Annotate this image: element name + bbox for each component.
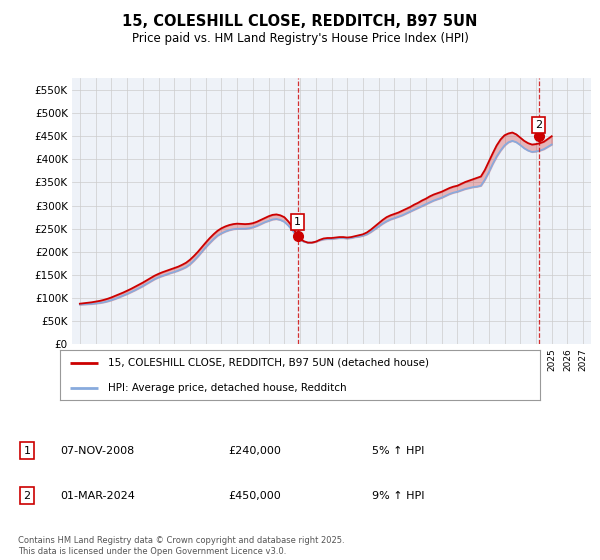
Text: £450,000: £450,000	[228, 491, 281, 501]
Text: Contains HM Land Registry data © Crown copyright and database right 2025.
This d: Contains HM Land Registry data © Crown c…	[18, 536, 344, 556]
Text: 1: 1	[23, 446, 31, 456]
Text: 01-MAR-2024: 01-MAR-2024	[60, 491, 135, 501]
Text: 2: 2	[23, 491, 31, 501]
Text: 9% ↑ HPI: 9% ↑ HPI	[372, 491, 425, 501]
Text: 15, COLESHILL CLOSE, REDDITCH, B97 5UN: 15, COLESHILL CLOSE, REDDITCH, B97 5UN	[122, 14, 478, 29]
Text: 15, COLESHILL CLOSE, REDDITCH, B97 5UN (detached house): 15, COLESHILL CLOSE, REDDITCH, B97 5UN (…	[108, 358, 429, 367]
Text: 5% ↑ HPI: 5% ↑ HPI	[372, 446, 424, 456]
Text: 07-NOV-2008: 07-NOV-2008	[60, 446, 134, 456]
Text: Price paid vs. HM Land Registry's House Price Index (HPI): Price paid vs. HM Land Registry's House …	[131, 32, 469, 45]
Text: HPI: Average price, detached house, Redditch: HPI: Average price, detached house, Redd…	[108, 383, 347, 393]
Text: 1: 1	[294, 217, 301, 227]
Text: 2: 2	[535, 120, 542, 130]
Text: £240,000: £240,000	[228, 446, 281, 456]
